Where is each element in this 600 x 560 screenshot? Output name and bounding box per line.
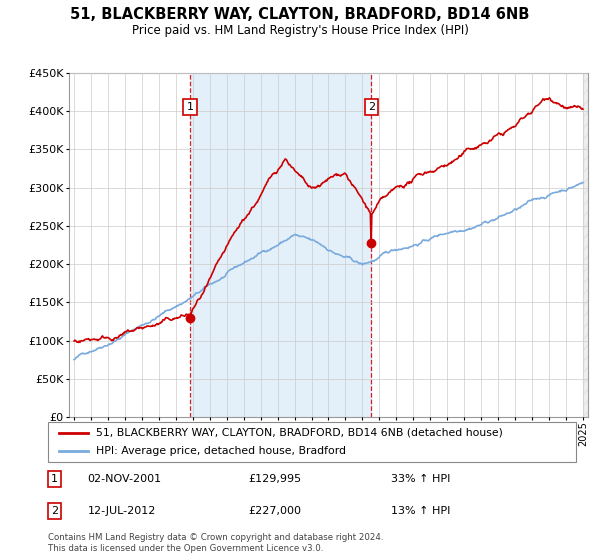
Text: 1: 1 <box>51 474 58 484</box>
Text: 51, BLACKBERRY WAY, CLAYTON, BRADFORD, BD14 6NB (detached house): 51, BLACKBERRY WAY, CLAYTON, BRADFORD, B… <box>95 428 502 437</box>
Text: 2: 2 <box>368 102 375 112</box>
Text: £227,000: £227,000 <box>248 506 302 516</box>
Bar <box>583 73 596 417</box>
Text: Contains HM Land Registry data © Crown copyright and database right 2024.
This d: Contains HM Land Registry data © Crown c… <box>48 533 383 553</box>
Text: 1: 1 <box>187 102 194 112</box>
Text: 13% ↑ HPI: 13% ↑ HPI <box>391 506 451 516</box>
FancyBboxPatch shape <box>48 422 576 462</box>
Text: 02-NOV-2001: 02-NOV-2001 <box>88 474 162 484</box>
Text: £129,995: £129,995 <box>248 474 302 484</box>
Text: 51, BLACKBERRY WAY, CLAYTON, BRADFORD, BD14 6NB: 51, BLACKBERRY WAY, CLAYTON, BRADFORD, B… <box>70 7 530 22</box>
Text: 12-JUL-2012: 12-JUL-2012 <box>88 506 156 516</box>
Text: HPI: Average price, detached house, Bradford: HPI: Average price, detached house, Brad… <box>95 446 346 456</box>
Text: 2: 2 <box>51 506 58 516</box>
Text: 33% ↑ HPI: 33% ↑ HPI <box>391 474 451 484</box>
Text: Price paid vs. HM Land Registry's House Price Index (HPI): Price paid vs. HM Land Registry's House … <box>131 24 469 36</box>
